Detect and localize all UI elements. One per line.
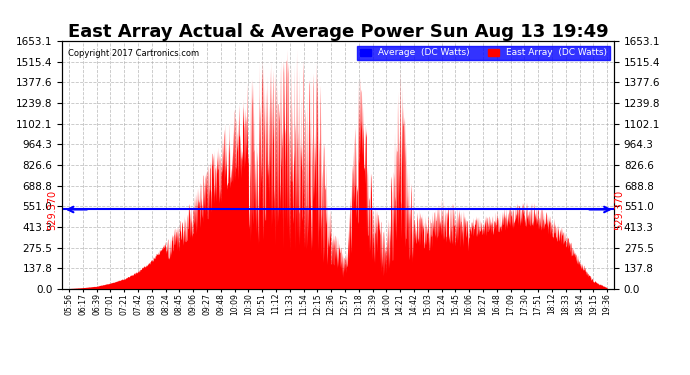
Text: 529.370: 529.370 (48, 189, 57, 230)
Text: 529.370: 529.370 (614, 189, 624, 230)
Text: Copyright 2017 Cartronics.com: Copyright 2017 Cartronics.com (68, 49, 199, 58)
Legend: Average  (DC Watts), East Array  (DC Watts): Average (DC Watts), East Array (DC Watts… (357, 46, 609, 60)
Title: East Array Actual & Average Power Sun Aug 13 19:49: East Array Actual & Average Power Sun Au… (68, 23, 609, 41)
